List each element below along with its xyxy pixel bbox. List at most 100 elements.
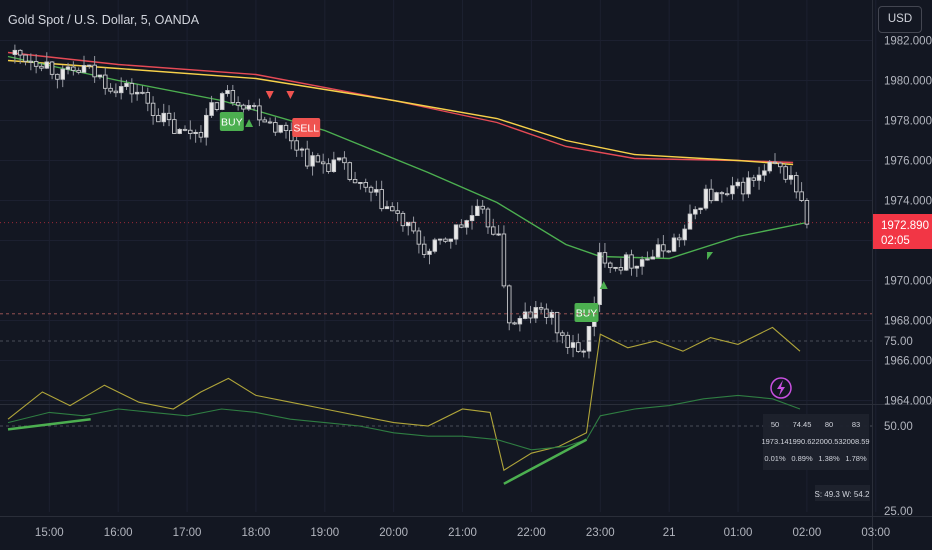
candle-body — [166, 112, 172, 121]
candle-body — [778, 162, 783, 168]
candle-body — [576, 342, 581, 352]
candle-body — [395, 210, 400, 214]
sell-signal-box — [292, 118, 321, 137]
moving-average-line — [7, 55, 808, 260]
buy-signal-label: BUY — [221, 117, 243, 129]
candle-body — [661, 244, 666, 252]
price-tick-label: 1974.000 — [884, 196, 932, 208]
time-tick-label: 02:00 — [793, 527, 822, 539]
candle-body — [124, 82, 129, 87]
candle-body — [23, 54, 28, 62]
time-tick-label: 23:00 — [586, 527, 615, 539]
price-tick-label: 1978.000 — [884, 116, 932, 128]
candle-body — [443, 238, 448, 242]
candle-body — [129, 82, 135, 95]
candle-body — [677, 237, 682, 241]
candle-body — [693, 209, 698, 215]
candle-body — [453, 224, 459, 240]
candle-body — [294, 140, 299, 151]
candle-body — [730, 185, 735, 195]
candle-body — [788, 175, 794, 180]
candle-body — [193, 131, 198, 135]
current-price-tag — [873, 214, 932, 249]
candle-body — [39, 65, 44, 69]
candle-body — [145, 92, 151, 104]
candle-body — [714, 192, 719, 202]
candle-body — [400, 212, 406, 227]
candle-body — [448, 238, 454, 242]
price-tick-label: 1976.000 — [884, 156, 932, 168]
candle-body — [512, 322, 517, 325]
candle-body — [161, 112, 166, 123]
candle-body — [560, 332, 565, 336]
candle-body — [783, 166, 788, 180]
candle-body — [209, 102, 214, 116]
candle-body — [703, 188, 709, 209]
oscillator-table-cell: 74.45 — [793, 420, 812, 429]
candle-body — [602, 252, 608, 264]
candle-body — [390, 206, 395, 212]
price-tick-label: 1964.000 — [884, 396, 932, 408]
candle-body — [650, 256, 656, 260]
candle-body — [12, 49, 18, 55]
candle-body — [708, 188, 714, 202]
candle-body — [554, 311, 560, 334]
candle-body — [427, 250, 432, 255]
oscillator-table-cell: 2000.53 — [815, 437, 842, 446]
candle-body — [772, 161, 778, 164]
time-tick-label: 21 — [663, 527, 676, 539]
candle-body — [794, 175, 799, 193]
candle-body — [421, 243, 427, 255]
oscillator-table — [763, 414, 869, 470]
candle-body — [416, 230, 422, 245]
buy-signal-label: BUY — [576, 308, 598, 320]
candle-body — [214, 102, 220, 110]
candle-body — [570, 342, 576, 348]
candle-body — [320, 161, 326, 165]
candle-body — [150, 102, 156, 116]
candle-body — [326, 163, 331, 173]
candle-body — [71, 66, 76, 71]
candle-body — [799, 191, 804, 201]
candle-body — [347, 162, 353, 180]
candle-body — [724, 193, 730, 196]
oscillator-tick-label: 75.00 — [884, 336, 913, 348]
candle-body — [480, 205, 485, 210]
candle-body — [411, 221, 416, 232]
candle-body — [751, 177, 756, 181]
candle-body — [182, 128, 188, 131]
moving-average-line — [7, 51, 794, 164]
candle-body — [762, 170, 767, 176]
oscillator-table-cell: 80 — [825, 420, 833, 429]
candle-body — [262, 119, 267, 123]
currency-button[interactable]: USD — [878, 6, 922, 33]
candle-body — [464, 220, 469, 228]
price-tick-label: 1982.000 — [884, 36, 932, 48]
lightning-icon[interactable] — [770, 377, 792, 399]
candle-body — [459, 224, 464, 228]
candle-body — [273, 122, 278, 133]
candle-body — [666, 250, 671, 253]
candle-body — [44, 61, 50, 69]
candle-body — [241, 104, 246, 110]
candle-body — [538, 307, 544, 310]
candle-body — [437, 238, 443, 241]
oscillator-readout: S: 49.3 W: 54.2 — [815, 490, 871, 499]
candle-body — [629, 254, 634, 269]
sell-signal-label: SELL — [293, 123, 319, 135]
candle-body — [17, 49, 23, 56]
oscillator-table-cell: 2008.59 — [842, 437, 869, 446]
candle-body — [384, 206, 390, 210]
price-tick-label: 1968.000 — [884, 316, 932, 328]
sell-arrow-icon — [286, 91, 295, 99]
candle-body — [103, 74, 108, 89]
candle-body — [586, 325, 592, 352]
candle-body — [740, 181, 746, 195]
candle-body — [501, 233, 507, 287]
candle-body — [671, 237, 677, 252]
candle-body — [645, 258, 650, 261]
current-price-value: 1972.890 — [881, 220, 929, 232]
candle-body — [198, 131, 204, 138]
candle-body — [65, 66, 71, 70]
